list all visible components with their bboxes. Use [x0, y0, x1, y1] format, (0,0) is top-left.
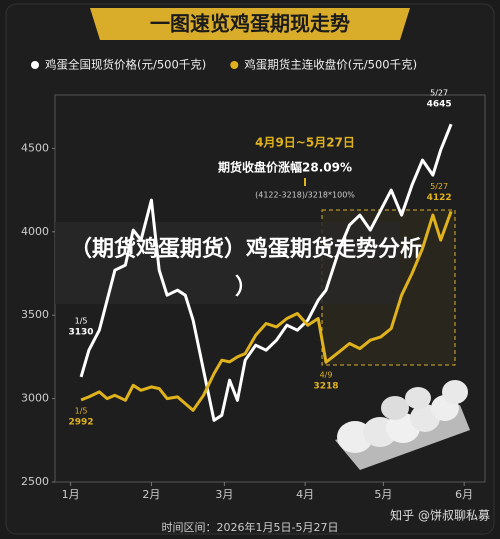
x-tick-label: 2月: [142, 488, 160, 501]
x-tick-label: 3月: [215, 488, 233, 501]
overlay-band: [55, 222, 400, 304]
legend-label: 鸡蛋全国现货价格(元/500千克): [45, 58, 206, 72]
title-banner: [90, 8, 410, 40]
date-label: 4/9: [320, 371, 333, 380]
callout-headline: 期货收盘价涨幅28.09%: [218, 160, 352, 175]
data-label: 3130: [69, 327, 94, 337]
data-label: 4645: [427, 100, 452, 110]
x-tick-label: 1月: [62, 488, 80, 501]
y-tick-label: 3500: [21, 308, 49, 321]
y-tick-label: 4500: [21, 141, 49, 154]
y-tick-label: 4000: [21, 225, 49, 238]
x-tick-label: 5月: [374, 488, 392, 501]
legend-label: 鸡蛋期货主连收盘价(元/500千克): [244, 58, 417, 72]
chart-title: 一图速览鸡蛋期现走势: [150, 12, 350, 36]
date-label: 1/5: [75, 316, 88, 325]
footer: 时间区间：2026年1月5日-5月27日: [162, 520, 339, 534]
data-label: 4122: [427, 193, 452, 203]
watermark: 知乎 @饼叔聊私募: [390, 509, 490, 523]
legend-marker: [230, 61, 239, 69]
x-tick-label: 6月: [455, 488, 473, 501]
y-tick-label: 3000: [21, 392, 49, 405]
series-line: [80, 210, 453, 412]
y-tick-label: 2500: [21, 475, 49, 488]
legend-marker: [31, 61, 39, 69]
egg-carton: [335, 380, 470, 470]
series-line: [79, 123, 453, 422]
callout-formula: (4122-3218)/3218*100%: [255, 191, 355, 200]
data-label: 2992: [69, 417, 94, 427]
data-label: 3218: [313, 382, 338, 392]
date-label: 1/5: [75, 406, 88, 415]
overlay-title: ）: [235, 275, 257, 300]
overlay-title: （期货鸡蛋期货）鸡蛋期货走势分析: [70, 236, 422, 262]
callout-period: 4月9日~5月27日: [255, 136, 355, 150]
date-label: 5/27: [430, 89, 448, 98]
x-tick-label: 4月: [296, 488, 314, 501]
date-label: 5/27: [430, 182, 448, 191]
